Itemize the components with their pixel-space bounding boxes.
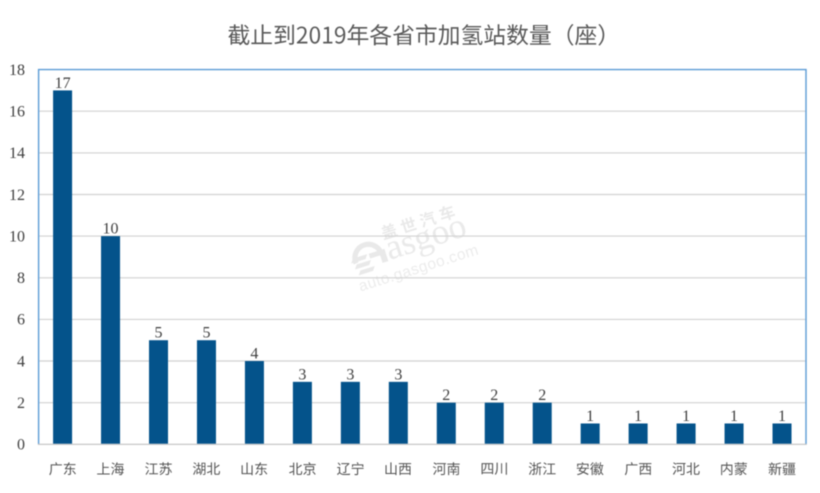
svg-text:1: 1 — [730, 408, 738, 425]
svg-text:17: 17 — [55, 75, 71, 92]
svg-text:5: 5 — [155, 325, 163, 342]
svg-text:0: 0 — [17, 437, 25, 454]
svg-text:8: 8 — [17, 270, 25, 287]
svg-text:10: 10 — [103, 221, 119, 238]
svg-text:16: 16 — [9, 104, 25, 121]
svg-text:3: 3 — [394, 366, 402, 383]
svg-text:1: 1 — [682, 408, 690, 425]
svg-text:18: 18 — [9, 62, 25, 79]
svg-text:1: 1 — [586, 408, 594, 425]
svg-text:6: 6 — [17, 312, 25, 329]
svg-text:2: 2 — [490, 387, 498, 404]
svg-text:5: 5 — [202, 325, 210, 342]
svg-text:3: 3 — [346, 366, 354, 383]
svg-text:2: 2 — [442, 387, 450, 404]
svg-text:14: 14 — [9, 145, 25, 162]
svg-text:1: 1 — [778, 408, 786, 425]
svg-text:3: 3 — [298, 366, 306, 383]
svg-text:1: 1 — [634, 408, 642, 425]
svg-text:2: 2 — [538, 387, 546, 404]
svg-text:10: 10 — [9, 228, 25, 245]
svg-text:4: 4 — [250, 345, 258, 362]
svg-text:12: 12 — [9, 187, 25, 204]
svg-text:2: 2 — [17, 395, 25, 412]
svg-text:4: 4 — [17, 353, 25, 370]
